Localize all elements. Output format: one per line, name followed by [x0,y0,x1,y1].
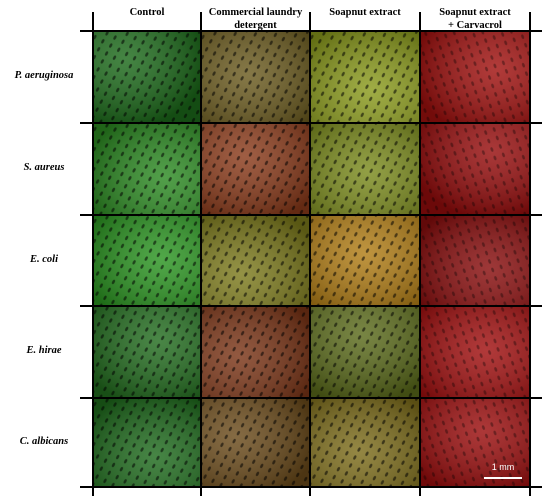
vertical-grid-line [529,12,531,496]
fabric-image-cell [93,215,201,306]
column-header: Soapnut extract [329,7,401,18]
horizontal-grid-line [80,214,542,216]
fabric-image-cell [93,123,201,215]
row-label: S. aureus [23,162,65,173]
vertical-grid-line [419,12,421,496]
fabric-image-cell [420,398,530,487]
fabric-image-cell [201,31,310,123]
horizontal-grid-line [80,305,542,307]
fabric-image-cell [93,398,201,487]
fabric-image-cell [201,215,310,306]
fabric-image-cell [420,123,530,215]
horizontal-grid-line [80,30,542,32]
fabric-image-cell [201,123,310,215]
horizontal-grid-line [80,397,542,399]
fabric-image-cell [310,215,420,306]
fabric-image-cell [310,398,420,487]
scale-bar [484,477,522,479]
column-header: Control [129,7,165,18]
fabric-image-cell [310,31,420,123]
vertical-grid-line [200,12,202,496]
row-label: E. hirae [26,345,62,356]
horizontal-grid-line [80,122,542,124]
scale-bar-label: 1 mm [491,462,515,472]
fabric-image-cell [310,306,420,398]
fabric-image-cell [420,31,530,123]
row-label: E. coli [30,253,58,265]
fabric-image-cell [310,123,420,215]
fabric-image-cell [420,215,530,306]
fabric-image-cell [93,306,201,398]
row-label: P. aeruginosa [14,70,74,81]
fabric-image-cell [201,398,310,487]
column-header: Soapnut extract + Carvacrol [439,7,511,31]
vertical-grid-line [309,12,311,496]
horizontal-grid-line [80,486,542,488]
vertical-grid-line [92,12,94,496]
row-label: C. albicans [19,435,69,447]
column-header: Commercial laundry detergent [208,7,303,31]
fabric-image-cell [93,31,201,123]
fabric-image-cell [201,306,310,398]
fabric-image-cell [420,306,530,398]
